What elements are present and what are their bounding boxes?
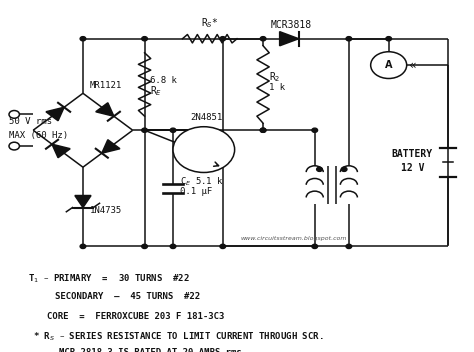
Text: R$_E$: R$_E$ [150,84,163,98]
Circle shape [142,128,147,132]
Circle shape [9,111,19,118]
Text: «: « [409,59,417,71]
Text: C$_E$ 5.1 k: C$_E$ 5.1 k [180,175,224,188]
Circle shape [80,37,86,41]
Text: A: A [385,60,392,70]
Text: MAX (60 Hz): MAX (60 Hz) [9,131,69,140]
Polygon shape [52,144,70,158]
Text: BATTERY: BATTERY [392,149,433,159]
Circle shape [9,142,19,150]
Circle shape [341,167,347,171]
Circle shape [260,128,266,132]
Circle shape [346,37,352,41]
Circle shape [260,128,266,132]
Polygon shape [280,32,299,46]
Circle shape [312,128,318,132]
Text: R$_S$*: R$_S$* [201,16,219,30]
Text: 6.8 k: 6.8 k [150,76,177,86]
Circle shape [142,37,147,41]
Circle shape [170,244,176,249]
Text: 50 V rms: 50 V rms [9,117,53,126]
Circle shape [371,52,407,78]
Circle shape [346,244,352,249]
Circle shape [80,244,86,249]
Text: 12 V: 12 V [401,163,424,173]
Circle shape [317,167,322,171]
Circle shape [260,37,266,41]
Circle shape [220,244,226,249]
Circle shape [312,244,318,249]
Circle shape [170,128,176,132]
Text: MCR 2818-3 IS RATED AT 20 AMPS rms.: MCR 2818-3 IS RATED AT 20 AMPS rms. [59,348,247,352]
Polygon shape [46,107,64,121]
Text: www.circuitsstream.blogspot.com: www.circuitsstream.blogspot.com [241,236,347,241]
Circle shape [220,37,226,41]
Circle shape [142,244,147,249]
Text: 2N4851: 2N4851 [190,113,222,122]
Circle shape [173,127,235,172]
Polygon shape [75,196,91,208]
Text: 1N4735: 1N4735 [90,206,122,215]
Text: R$_2$: R$_2$ [269,70,280,84]
Text: MCR3818: MCR3818 [271,20,312,30]
Text: CORE  =  FERROXCUBE 203 F 181-3C3: CORE = FERROXCUBE 203 F 181-3C3 [47,312,225,321]
Polygon shape [96,103,114,116]
Text: MR1121: MR1121 [90,81,122,90]
Text: * R$_S$ – SERIES RESISTANCE TO LIMIT CURRENT THROUGH SCR.: * R$_S$ – SERIES RESISTANCE TO LIMIT CUR… [33,331,324,344]
Polygon shape [102,140,120,153]
Text: 0.1 μF: 0.1 μF [180,187,212,196]
Text: T$_1$ – PRIMARY  =  30 TURNS  #22: T$_1$ – PRIMARY = 30 TURNS #22 [28,273,190,285]
Text: SECONDARY  –  45 TURNS  #22: SECONDARY – 45 TURNS #22 [55,292,200,301]
Circle shape [386,37,392,41]
Text: 1 k: 1 k [269,83,285,93]
